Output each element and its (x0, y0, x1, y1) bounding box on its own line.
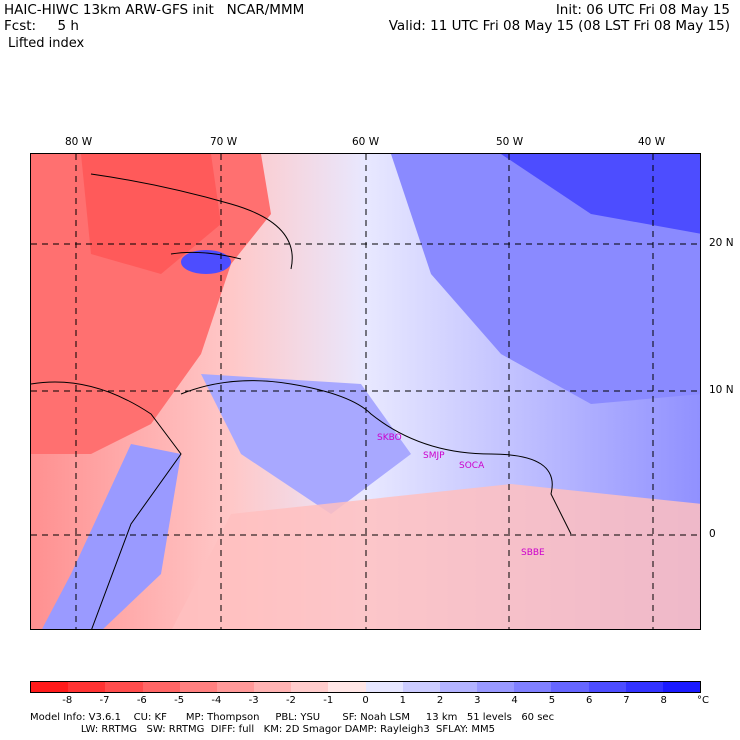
lifted-index-map: SKBO SMJP SOCA SBBE (30, 153, 701, 630)
colorbar-tick-label: -3 (248, 695, 259, 706)
colorbar-tick-label: 0 (362, 695, 369, 706)
colorbar-segment (291, 682, 329, 692)
colorbar-segment (439, 682, 478, 692)
colorbar-tick-label: 3 (474, 695, 481, 706)
colorbar-segment (365, 682, 403, 692)
forecast-hour: Fcst: 5 h (4, 18, 79, 34)
station-label-soca: SOCA (459, 461, 485, 471)
lat-label-10n: 10 N (709, 384, 734, 396)
station-label-smjp: SMJP (423, 451, 445, 461)
colorbar-segment (31, 682, 69, 692)
lon-label-60w: 60 W (352, 136, 380, 148)
map-field-svg (31, 154, 700, 629)
lon-label-70w: 70 W (210, 136, 238, 148)
colorbar-tick-label: 6 (585, 695, 593, 706)
colorbar-tick-label: -6 (136, 695, 147, 706)
station-label-sbbe: SBBE (521, 548, 545, 558)
colorbar-segment (477, 682, 515, 692)
lat-label-0: 0 (709, 528, 716, 540)
field-region-strong-positive (501, 154, 700, 234)
colorbar-tick-label: -1 (323, 695, 334, 706)
station-label-skbo: SKBO (377, 433, 402, 443)
colorbar-segment (179, 682, 217, 692)
coastline-south-america (180, 380, 572, 535)
run-title: HAIC-HIWC 13km ARW-GFS init NCAR/MMM (4, 2, 305, 18)
field-title: Lifted index (8, 36, 85, 51)
model-info-line1: Model Info: V3.6.1 CU: KF MP: Thompson P… (30, 712, 555, 723)
lon-label-40w: 40 W (638, 136, 666, 148)
colorbar-tick-label: -2 (285, 695, 296, 706)
lat-label-20n: 20 N (709, 237, 734, 249)
lon-label-50w: 50 W (496, 136, 524, 148)
colorbar (30, 681, 701, 693)
model-info-line2: LW: RRTMG SW: RRTMG DIFF: full KM: 2D Sm… (30, 724, 495, 735)
colorbar-tick-label: 5 (548, 695, 556, 706)
field-region-andes (42, 444, 181, 629)
colorbar-segment (142, 682, 180, 692)
colorbar-tick-label: -4 (211, 695, 222, 706)
colorbar-segment (402, 682, 440, 692)
coastline-hispaniola (170, 251, 242, 260)
colorbar-segment (588, 682, 626, 692)
colorbar-segment (216, 682, 255, 692)
colorbar-tick-label: 4 (511, 695, 518, 706)
coastline-central-america (31, 381, 182, 629)
field-spot-hispaniola (181, 250, 231, 274)
colorbar-tick-label: 1 (399, 695, 406, 706)
colorbar-tick-label: 2 (436, 695, 444, 706)
colorbar-tick-label: 8 (660, 695, 667, 706)
colorbar-tick-label: -8 (62, 695, 73, 706)
field-region-amazon (172, 484, 700, 629)
colorbar-segment (662, 682, 701, 692)
lat-lon-grid (31, 154, 700, 629)
init-time: Init: 06 UTC Fri 08 May 15 (555, 2, 730, 18)
colorbar-segment (68, 682, 106, 692)
lon-label-80w: 80 W (65, 136, 93, 148)
colorbar-tick-label: -7 (99, 695, 110, 706)
colorbar-segment (105, 682, 143, 692)
field-region-venezuela (201, 374, 411, 514)
colorbar-segment (254, 682, 292, 692)
colorbar-tick-label: 7 (623, 695, 630, 706)
colorbar-segment (328, 682, 366, 692)
colorbar-segment (625, 682, 663, 692)
colorbar-tick-label: -5 (174, 695, 185, 706)
colorbar-segment (551, 682, 589, 692)
coastline-cuba (90, 173, 293, 270)
valid-time: Valid: 11 UTC Fri 08 May 15 (08 LST Fri … (388, 18, 730, 34)
colorbar-unit: °C (697, 695, 709, 706)
colorbar-segment (514, 682, 552, 692)
